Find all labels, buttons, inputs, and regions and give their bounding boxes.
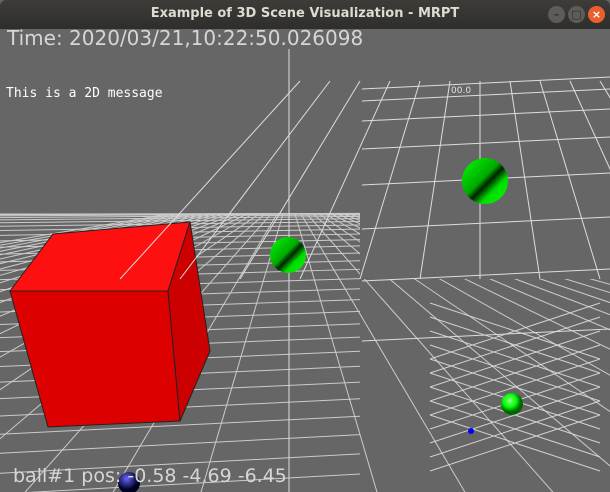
grid-line bbox=[509, 80, 541, 280]
grid-line bbox=[300, 213, 466, 492]
grid-line bbox=[419, 80, 451, 280]
grid-line bbox=[429, 414, 601, 472]
grid-line bbox=[0, 213, 361, 217]
grid-line bbox=[429, 316, 601, 374]
blue-ball bbox=[118, 472, 140, 492]
grid-line bbox=[306, 213, 554, 492]
grid-line bbox=[429, 302, 601, 360]
grid-line bbox=[361, 136, 610, 150]
grid-line bbox=[429, 330, 601, 388]
grid-line bbox=[294, 213, 378, 492]
2d-message: This is a 2D message bbox=[6, 86, 163, 101]
grid-line bbox=[429, 358, 601, 416]
title-bar: Example of 3D Scene Visualization - MRPT… bbox=[0, 0, 610, 29]
small-grid bbox=[429, 302, 601, 472]
grid-line bbox=[0, 453, 361, 474]
grid-line bbox=[361, 76, 610, 90]
grid-line bbox=[119, 80, 301, 280]
grid-line bbox=[0, 415, 361, 435]
grid-line bbox=[26, 473, 361, 492]
grid-line bbox=[361, 268, 610, 282]
window-title: Example of 3D Scene Visualization - MRPT bbox=[150, 6, 460, 21]
grid-line bbox=[200, 213, 284, 492]
time-label: Time: 2020/03/21,10:22:50.026098 bbox=[7, 26, 364, 50]
grid-line bbox=[0, 213, 212, 270]
grid-line bbox=[361, 108, 610, 122]
close-button[interactable]: × bbox=[588, 6, 605, 23]
inset-axis-label: 00.0 bbox=[451, 86, 472, 96]
red-cube bbox=[8, 221, 211, 428]
3d-viewport[interactable]: Time: 2020/03/21,10:22:50.026098 This is… bbox=[0, 26, 610, 492]
grid-line bbox=[429, 386, 601, 444]
grid-line bbox=[359, 80, 421, 280]
grid-line bbox=[299, 80, 391, 280]
grid-line bbox=[0, 213, 206, 265]
grid-line bbox=[569, 80, 610, 171]
green-sphere bbox=[270, 237, 306, 273]
scene-canvas bbox=[0, 49, 610, 492]
grid-line bbox=[239, 80, 361, 280]
grid-line bbox=[539, 80, 601, 280]
grid-line bbox=[429, 400, 601, 458]
inset-green-sphere bbox=[462, 158, 508, 204]
grid-line bbox=[361, 216, 610, 230]
grid-line bbox=[429, 344, 601, 402]
small-green-sphere bbox=[501, 393, 523, 415]
small-blue-ball bbox=[468, 428, 474, 434]
ball-position-label: ball#1 pos: -0.58 -4.69 -6.45 bbox=[13, 465, 287, 487]
grid-line bbox=[0, 214, 361, 219]
grid-line bbox=[361, 88, 610, 102]
minimize-button[interactable]: – bbox=[548, 6, 565, 23]
grid-line bbox=[0, 218, 361, 224]
grid-line bbox=[0, 434, 361, 454]
maximize-button[interactable]: □ bbox=[568, 6, 585, 23]
grid-line bbox=[179, 80, 331, 280]
